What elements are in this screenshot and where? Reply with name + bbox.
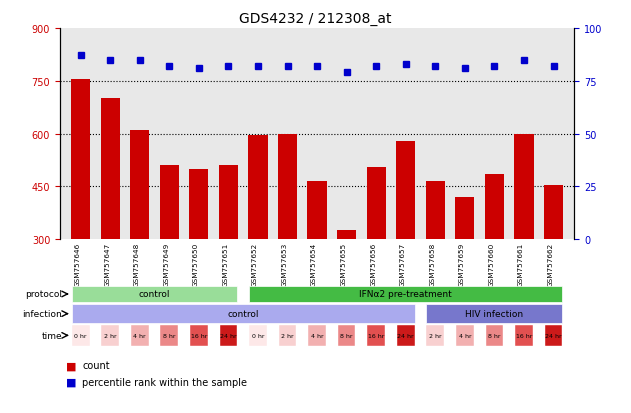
Text: GDS4232 / 212308_at: GDS4232 / 212308_at [239, 12, 392, 26]
Text: GSM757655: GSM757655 [341, 242, 346, 286]
Bar [426, 182, 445, 240]
Bar [367, 168, 386, 240]
Text: 8 hr: 8 hr [488, 333, 500, 338]
Text: infection: infection [23, 309, 62, 318]
Bar [456, 325, 474, 346]
Text: GSM757646: GSM757646 [74, 242, 81, 286]
Bar [249, 286, 562, 303]
Text: count: count [82, 361, 110, 370]
Text: GSM757654: GSM757654 [311, 242, 317, 286]
Bar [396, 141, 415, 240]
Text: 4 hr: 4 hr [133, 333, 146, 338]
Bar [100, 99, 120, 240]
Bar [190, 325, 208, 346]
Text: GSM757653: GSM757653 [281, 242, 288, 286]
Bar [514, 135, 534, 240]
Text: 24 hr: 24 hr [220, 333, 237, 338]
Text: HIV infection: HIV infection [465, 309, 524, 318]
Bar [545, 325, 562, 346]
Text: 24 hr: 24 hr [545, 333, 562, 338]
Text: GSM757657: GSM757657 [400, 242, 406, 286]
Bar [279, 325, 297, 346]
Text: GSM757660: GSM757660 [488, 242, 495, 286]
Bar [220, 325, 237, 346]
Bar [544, 185, 563, 240]
Bar [455, 197, 475, 240]
Bar [102, 325, 119, 346]
Text: 2 hr: 2 hr [281, 333, 294, 338]
Text: GSM757647: GSM757647 [104, 242, 110, 286]
Text: 8 hr: 8 hr [163, 333, 175, 338]
Bar [485, 325, 504, 346]
Bar [278, 135, 297, 240]
Text: ■: ■ [66, 361, 77, 370]
Bar [427, 325, 444, 346]
Text: GSM757649: GSM757649 [163, 242, 169, 286]
Text: 8 hr: 8 hr [340, 333, 353, 338]
Text: 16 hr: 16 hr [191, 333, 207, 338]
Text: GSM757648: GSM757648 [134, 242, 139, 286]
Text: GSM757652: GSM757652 [252, 242, 258, 286]
Text: 2 hr: 2 hr [429, 333, 442, 338]
Text: 0 hr: 0 hr [74, 333, 87, 338]
Bar [397, 325, 415, 346]
Text: GSM757651: GSM757651 [222, 242, 228, 286]
Bar [337, 231, 357, 240]
Text: IFNα2 pre-treatment: IFNα2 pre-treatment [360, 290, 452, 299]
Bar [189, 169, 208, 240]
Bar [249, 136, 268, 240]
Bar [338, 325, 355, 346]
Text: 4 hr: 4 hr [459, 333, 471, 338]
Bar [219, 166, 238, 240]
Text: GSM757658: GSM757658 [429, 242, 435, 286]
Text: GSM757659: GSM757659 [459, 242, 465, 286]
Text: GSM757650: GSM757650 [193, 242, 199, 286]
Bar [71, 80, 90, 240]
Text: 24 hr: 24 hr [398, 333, 414, 338]
Bar [72, 325, 90, 346]
Bar [131, 325, 149, 346]
Text: 16 hr: 16 hr [368, 333, 384, 338]
Bar [515, 325, 533, 346]
Text: 4 hr: 4 hr [310, 333, 324, 338]
Text: control: control [227, 309, 259, 318]
Bar [427, 305, 562, 323]
Bar [307, 182, 327, 240]
Bar [367, 325, 385, 346]
Bar [72, 305, 415, 323]
Text: percentile rank within the sample: percentile rank within the sample [82, 377, 247, 387]
Bar [160, 166, 179, 240]
Bar [72, 286, 237, 303]
Text: ■: ■ [66, 377, 77, 387]
Text: 2 hr: 2 hr [104, 333, 117, 338]
Text: 16 hr: 16 hr [516, 333, 532, 338]
Bar [485, 175, 504, 240]
Text: 0 hr: 0 hr [252, 333, 264, 338]
Bar [160, 325, 178, 346]
Text: GSM757661: GSM757661 [518, 242, 524, 286]
Text: time: time [42, 331, 62, 340]
Text: control: control [139, 290, 170, 299]
Bar [130, 131, 150, 240]
Text: GSM757656: GSM757656 [370, 242, 376, 286]
Text: protocol: protocol [25, 290, 62, 299]
Bar [308, 325, 326, 346]
Text: GSM757662: GSM757662 [548, 242, 553, 286]
Bar [249, 325, 267, 346]
